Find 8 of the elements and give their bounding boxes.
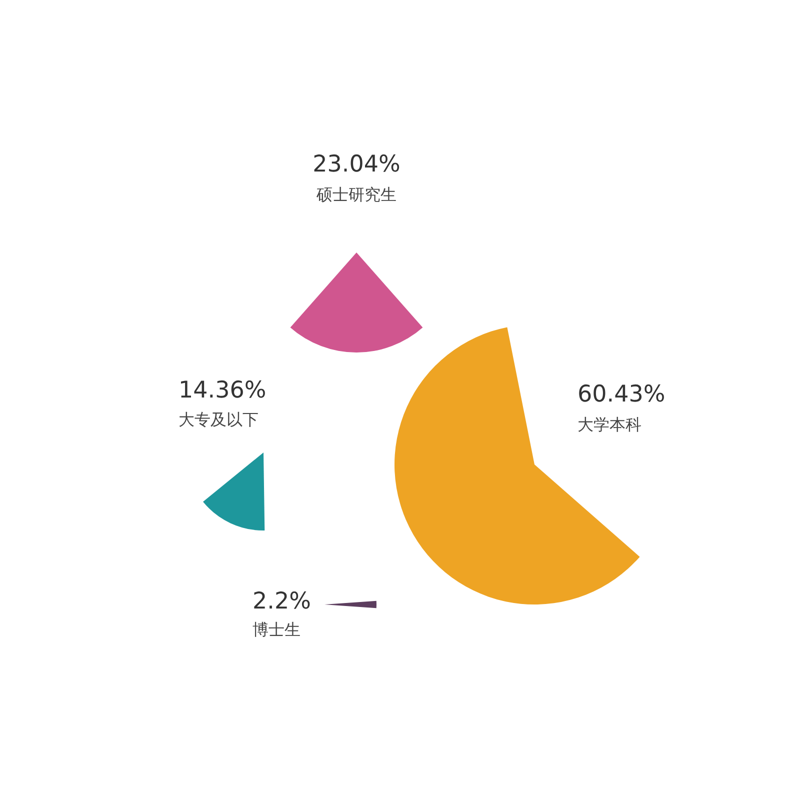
data-label: 23.04% [312,152,400,178]
category-label: 大学本科 [578,415,642,434]
data-label: 2.2% [252,588,311,614]
category-label: 大专及以下 [178,410,258,429]
data-label: 14.36% [178,378,266,404]
category-label: 硕士研究生 [316,185,396,204]
category-label: 博士生 [252,620,300,639]
data-label: 60.43% [578,382,666,408]
